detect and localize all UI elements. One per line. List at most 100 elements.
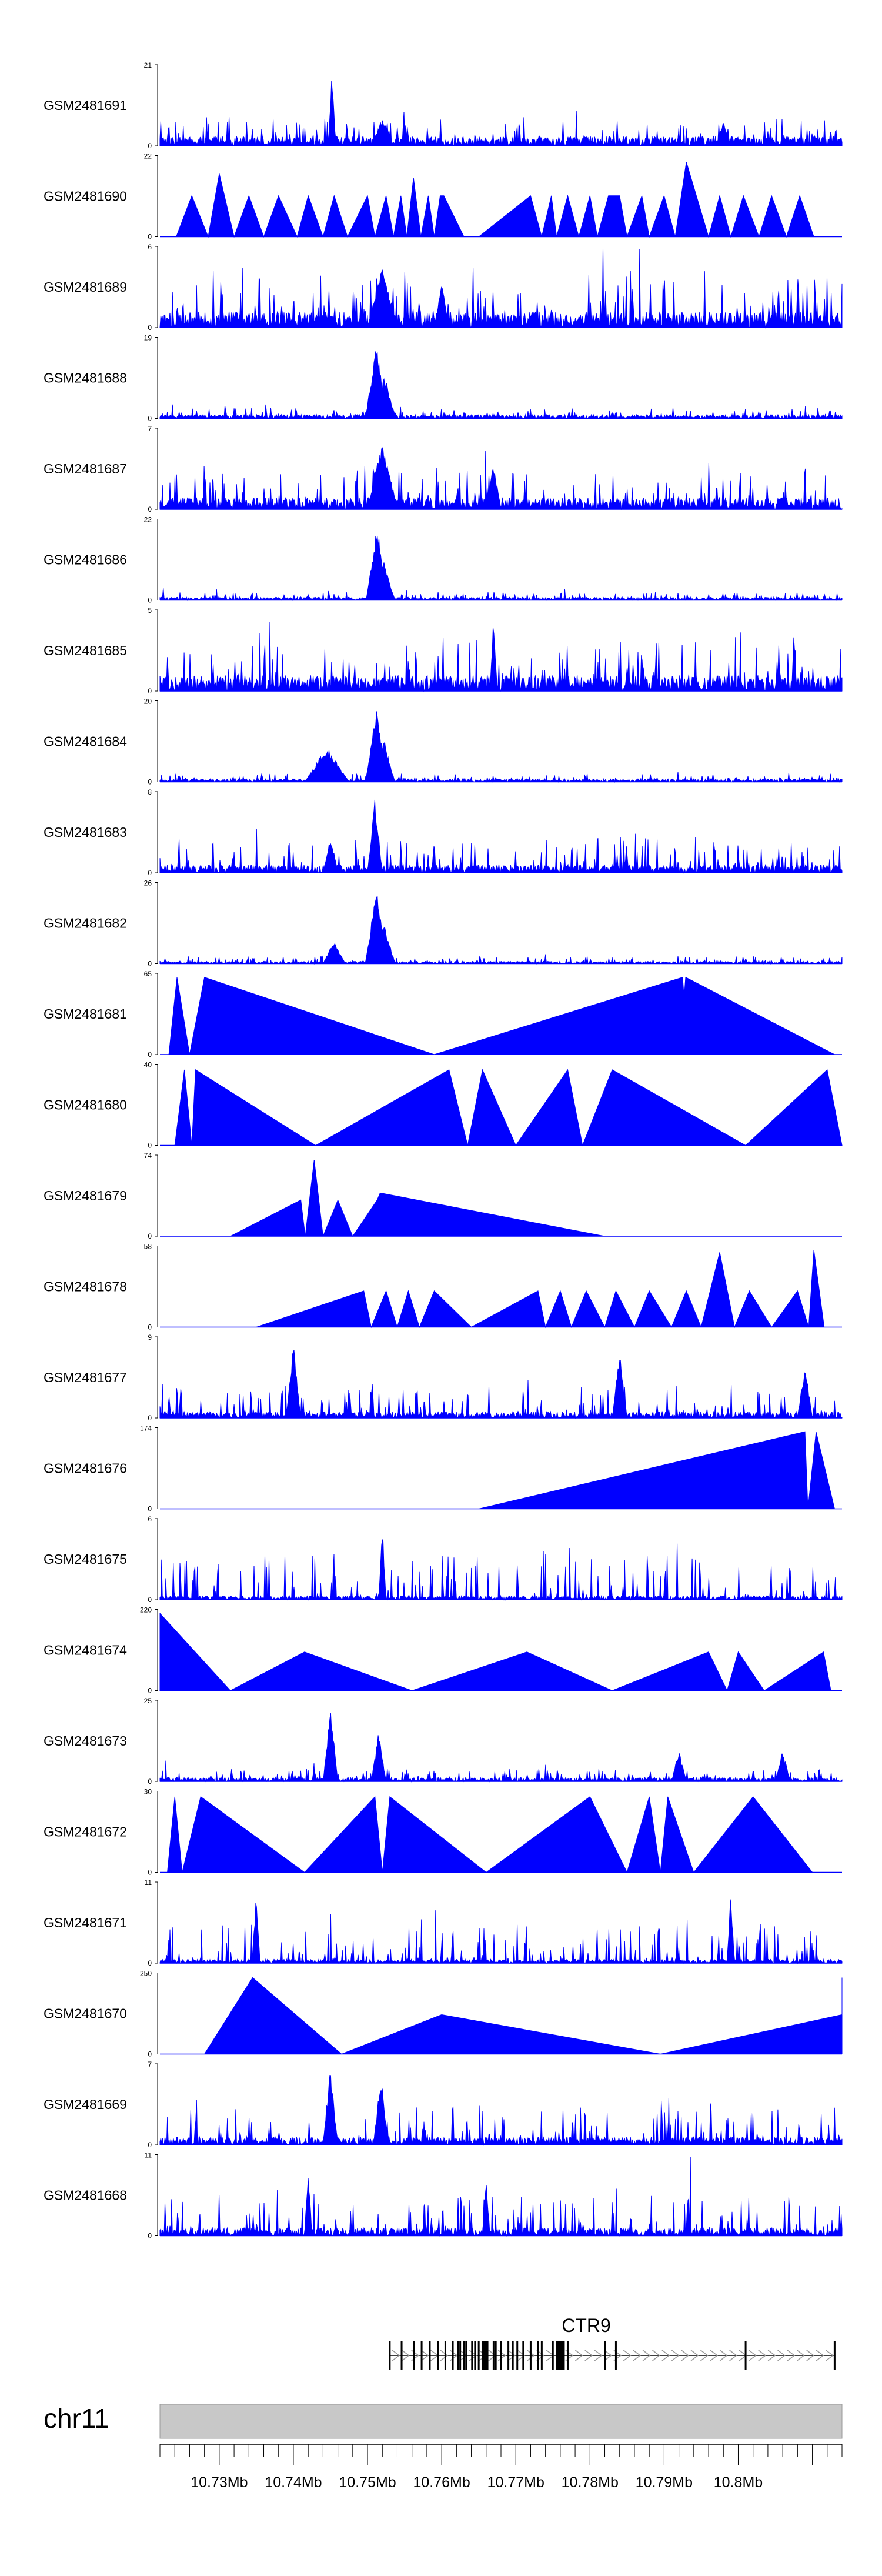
- y-max-label-GSM2481677: 9: [148, 1333, 152, 1342]
- coverage-area-GSM2481684: [159, 711, 843, 783]
- strand-arrow: [777, 2350, 786, 2361]
- y-max-label-GSM2481668: 11: [145, 2151, 152, 2160]
- gene-exon-14: [477, 2341, 480, 2370]
- coverage-area-GSM2481668: [159, 2157, 843, 2237]
- gene-exon-17: [492, 2341, 495, 2370]
- y-max-label-GSM2481669: 7: [148, 2060, 152, 2068]
- y-max-label-GSM2481681: 65: [144, 970, 152, 978]
- strand-arrow: [401, 2350, 410, 2361]
- y-max-label-GSM2481675: 6: [148, 1515, 152, 1523]
- strand-arrow: [729, 2350, 737, 2361]
- strand-arrow: [642, 2350, 651, 2361]
- coverage-area-GSM2481682: [159, 896, 843, 965]
- gene-exon-21: [512, 2341, 514, 2370]
- strand-arrow: [662, 2350, 670, 2361]
- strand-arrow: [574, 2350, 583, 2361]
- y-max-label-GSM2481679: 74: [144, 1152, 152, 1160]
- strand-arrow: [690, 2350, 699, 2361]
- gene-exon-26: [540, 2341, 543, 2370]
- y-zero-label-GSM2481687: 0: [148, 505, 152, 513]
- y-zero-label-GSM2481686: 0: [148, 596, 152, 605]
- y-zero-label-GSM2481673: 0: [148, 1777, 152, 1786]
- strand-arrow: [671, 2350, 680, 2361]
- y-max-label-GSM2481685: 5: [148, 606, 152, 615]
- coverage-area-GSM2481669: [159, 2075, 843, 2146]
- coverage-area-GSM2481677: [159, 1350, 843, 1419]
- gene-exon-20: [507, 2341, 510, 2370]
- coverage-area-GSM2481679: [230, 1159, 605, 1237]
- gene-exon-9: [459, 2341, 462, 2370]
- strand-arrow: [507, 2350, 516, 2361]
- gene-name-label: CTR9: [562, 2315, 611, 2336]
- y-max-label-GSM2481686: 22: [144, 516, 152, 524]
- x-tick-label-2: 10.75Mb: [339, 2474, 396, 2491]
- y-zero-label-GSM2481682: 0: [148, 960, 152, 968]
- y-zero-label-GSM2481689: 0: [148, 323, 152, 332]
- gene-exon-4: [429, 2341, 431, 2370]
- chromosome-band: [159, 2404, 843, 2439]
- strand-arrow: [517, 2350, 526, 2361]
- strand-arrow: [816, 2350, 824, 2361]
- track-label-GSM2481672: GSM2481672: [44, 1824, 127, 1840]
- y-zero-label-GSM2481680: 0: [148, 1142, 152, 1150]
- gene-exon-31: [614, 2341, 617, 2370]
- track-label-GSM2481687: GSM2481687: [44, 461, 127, 476]
- gene-exon-3: [420, 2341, 423, 2370]
- track-label-GSM2481679: GSM2481679: [44, 1188, 127, 1203]
- gene-exon-12: [471, 2341, 473, 2370]
- track-label-GSM2481668: GSM2481668: [44, 2188, 127, 2203]
- strand-arrow: [806, 2350, 815, 2361]
- track-label-GSM2481671: GSM2481671: [44, 1915, 127, 1930]
- strand-arrow: [526, 2350, 535, 2361]
- gene-exon-8: [457, 2341, 459, 2370]
- gene-exon-27: [552, 2341, 554, 2370]
- track-label-GSM2481681: GSM2481681: [44, 1006, 127, 1022]
- gene-exon-23: [522, 2341, 524, 2370]
- gene-exon-1: [400, 2341, 403, 2370]
- coverage-area-GSM2481676: [479, 1431, 836, 1509]
- y-zero-label-GSM2481672: 0: [148, 1868, 152, 1877]
- y-zero-label-GSM2481688: 0: [148, 415, 152, 423]
- track-label-GSM2481670: GSM2481670: [44, 2006, 127, 2021]
- track-label-GSM2481684: GSM2481684: [44, 734, 127, 749]
- gene-coding-block-0: [483, 2341, 489, 2370]
- gene-exon-32: [744, 2341, 747, 2370]
- y-zero-label-GSM2481684: 0: [148, 778, 152, 786]
- coverage-area-GSM2481675: [159, 1539, 843, 1601]
- strand-arrow: [392, 2350, 400, 2361]
- x-tick-label-6: 10.79Mb: [636, 2474, 693, 2491]
- x-tick-label-0: 10.73Mb: [191, 2474, 248, 2491]
- track-label-GSM2481678: GSM2481678: [44, 1279, 127, 1294]
- strand-arrow: [796, 2350, 805, 2361]
- gene-exon-15: [481, 2341, 483, 2370]
- chromosome-label: chr11: [44, 2403, 109, 2434]
- track-label-GSM2481675: GSM2481675: [44, 1551, 127, 1567]
- strand-arrow: [767, 2350, 776, 2361]
- track-label-GSM2481674: GSM2481674: [44, 1643, 127, 1658]
- track-label-GSM2481669: GSM2481669: [44, 2097, 127, 2112]
- track-label-GSM2481676: GSM2481676: [44, 1461, 127, 1476]
- coverage-area-GSM2481690: [175, 162, 814, 238]
- gene-exon-2: [413, 2341, 415, 2370]
- strand-arrow: [652, 2350, 660, 2361]
- gene-exon-33: [833, 2341, 836, 2370]
- y-zero-label-GSM2481669: 0: [148, 2141, 152, 2149]
- track-label-GSM2481686: GSM2481686: [44, 552, 127, 568]
- coverage-area-GSM2481680: [174, 1069, 843, 1147]
- strand-arrow: [826, 2350, 834, 2361]
- strand-arrow: [719, 2350, 728, 2361]
- x-tick-label-1: 10.74Mb: [265, 2474, 322, 2491]
- y-max-label-GSM2481671: 11: [145, 1878, 152, 1887]
- gene-exon-5: [437, 2341, 439, 2370]
- y-max-label-GSM2481687: 7: [148, 425, 152, 433]
- coverage-area-GSM2481685: [159, 622, 843, 692]
- strand-arrow: [710, 2350, 719, 2361]
- coverage-area-GSM2481670: [203, 1977, 843, 2055]
- y-zero-label-GSM2481690: 0: [148, 233, 152, 241]
- y-zero-label-GSM2481679: 0: [148, 1232, 152, 1240]
- gene-exon-11: [465, 2341, 467, 2370]
- strand-arrow: [700, 2350, 709, 2361]
- coverage-area-GSM2481681: [168, 976, 835, 1055]
- gene-exon-22: [516, 2341, 519, 2370]
- strand-arrow: [594, 2350, 603, 2361]
